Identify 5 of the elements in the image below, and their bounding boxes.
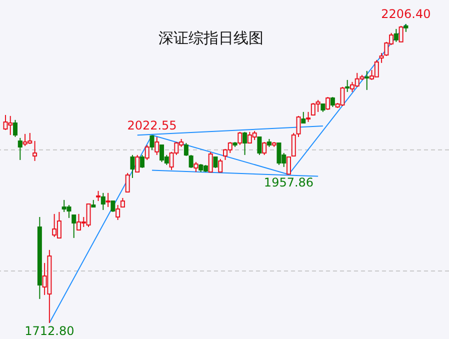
annotation: 2206.40 — [381, 6, 431, 21]
chart-title: 深证综指日线图 — [158, 29, 264, 47]
annotation: 1712.80 — [24, 324, 74, 338]
annotation: 2022.55 — [127, 118, 177, 132]
annotation: 1957.86 — [264, 176, 314, 190]
